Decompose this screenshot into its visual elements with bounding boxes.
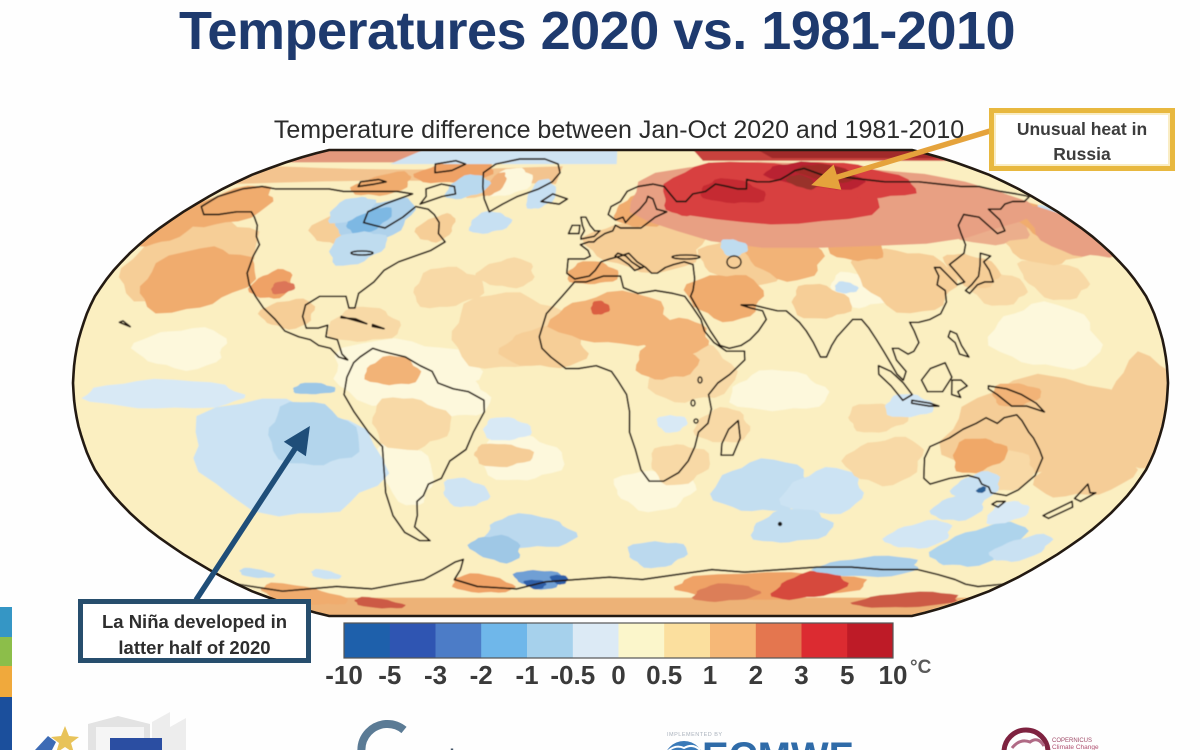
svg-text:5: 5: [840, 660, 854, 690]
svg-text:0: 0: [611, 660, 625, 690]
svg-text:Climate Change: Climate Change: [1052, 744, 1099, 750]
svg-text:°C: °C: [910, 657, 932, 678]
svg-text:-0.5: -0.5: [550, 660, 595, 690]
svg-text:ECMWF: ECMWF: [702, 735, 853, 750]
svg-text:10: 10: [879, 660, 908, 690]
svg-text:-10: -10: [325, 660, 363, 690]
svg-text:0.5: 0.5: [646, 660, 682, 690]
svg-text:-2: -2: [470, 660, 493, 690]
svg-text:1: 1: [703, 660, 717, 690]
svg-text:-5: -5: [378, 660, 401, 690]
svg-text:IMPLEMENTED BY: IMPLEMENTED BY: [667, 732, 723, 738]
svg-text:3: 3: [794, 660, 808, 690]
svg-text:-1: -1: [515, 660, 538, 690]
svg-text:2: 2: [749, 660, 763, 690]
svg-text:-3: -3: [424, 660, 447, 690]
svg-text:opernicus: opernicus: [380, 744, 497, 750]
svg-text:COPERNICUS: COPERNICUS: [1052, 738, 1092, 744]
